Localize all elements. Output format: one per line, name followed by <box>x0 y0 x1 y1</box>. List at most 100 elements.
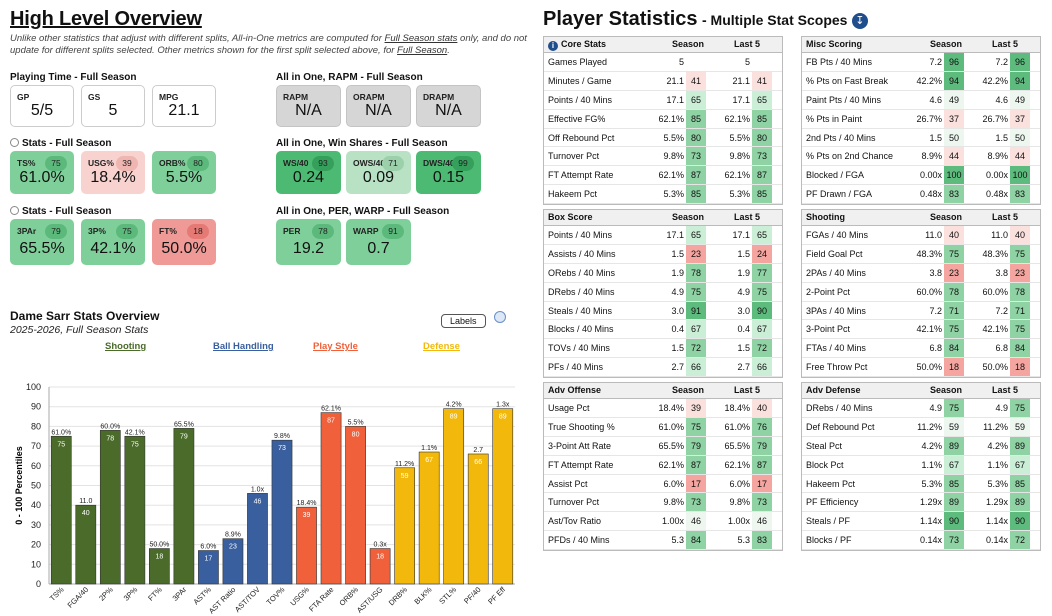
stat-card-warp: WARP 91 0.7 <box>346 219 411 265</box>
row-label: 3-Point Att Rate <box>548 440 612 451</box>
x-tick-label: TS% <box>48 585 66 603</box>
bar-value-label: 23 <box>229 544 237 551</box>
row-label: FGAs / 40 Mins <box>806 230 869 240</box>
y-tick-label: 100 <box>26 382 41 392</box>
last5-percentile: 76 <box>752 417 772 436</box>
table-row: Points / 40 Mins 17.1 65 17.1 65 <box>544 226 782 245</box>
season-percentile: 90 <box>944 512 964 531</box>
legend-play-style[interactable]: Play Style <box>313 341 358 352</box>
bar-pf-eff <box>492 408 514 585</box>
card-value: N/A <box>365 102 392 119</box>
chart-subtitle: 2025-2026, Full Season Stats <box>10 324 149 336</box>
card-label: DRAPM <box>423 92 455 102</box>
percentile-badge: 39 <box>116 156 138 171</box>
table-header: Box Score Season Last 5 <box>544 210 782 226</box>
row-label: Paint Pts / 40 Mins <box>806 94 882 105</box>
last5-percentile: 40 <box>1010 226 1030 244</box>
bar-tov- <box>271 439 293 585</box>
bar-value-label: 18 <box>155 554 163 561</box>
download-icon[interactable]: ↧ <box>851 13 868 29</box>
last5-value: 2.7 <box>737 362 750 373</box>
labels-toggle-circle[interactable] <box>494 311 506 323</box>
x-tick-label: STL% <box>437 585 458 606</box>
card-value: 5 <box>108 102 118 119</box>
y-tick-label: 20 <box>31 540 41 550</box>
season-percentile: 78 <box>944 282 964 301</box>
bar-value-label: 79 <box>180 433 188 440</box>
stat-card-ows-40: OWS/40 71 0.09 <box>346 151 411 194</box>
last5-percentile: 66 <box>752 358 772 377</box>
bar-raw-label: 2.7 <box>473 447 483 454</box>
legend-defense[interactable]: Defense <box>423 341 460 352</box>
card-value: 0.09 <box>362 169 395 186</box>
note-link-full-season-stats[interactable]: Full Season stats <box>384 33 458 44</box>
last5-percentile: 17 <box>752 474 772 493</box>
season-percentile: 65 <box>686 226 706 244</box>
legend-shooting[interactable]: Shooting <box>105 341 147 352</box>
stat-card-3p-: 3P% 75 42.1% <box>81 219 145 265</box>
last5-value: 1.5 <box>737 248 750 259</box>
x-tick-label: FTA Rate <box>307 585 335 613</box>
radio-icon[interactable] <box>10 138 19 147</box>
last5-percentile: 65 <box>752 90 772 109</box>
last5-percentile: 83 <box>1010 185 1030 204</box>
table-row: Steals / 40 Mins 3.0 91 3.0 90 <box>544 301 782 321</box>
season-percentile: 66 <box>686 358 706 377</box>
season-value: 8.9% <box>921 151 942 162</box>
card-label: WS/40 <box>283 158 309 168</box>
last5-percentile: 89 <box>1010 493 1030 512</box>
card-label: ORB% <box>159 158 186 168</box>
season-value: 21.1 <box>666 75 684 86</box>
row-label: PFs / 40 Mins <box>548 362 604 373</box>
season-value: 1.00x <box>661 516 684 527</box>
row-label: Blocked / FGA <box>806 170 865 181</box>
card-value: 21.1 <box>168 102 200 119</box>
last5-percentile: 100 <box>1010 166 1030 185</box>
labels-button[interactable]: Labels <box>441 314 486 328</box>
section-label-text: Stats - Full Season <box>22 206 112 217</box>
percentile-badge: 78 <box>312 224 334 239</box>
season-percentile: 75 <box>686 417 706 436</box>
table-core-stats: i Core Stats Season Last 5 Games Played 5 5 Min… <box>543 36 783 206</box>
last5-value: 62.1% <box>724 459 750 470</box>
last5-percentile: 73 <box>752 493 772 512</box>
season-value: 4.9 <box>671 286 684 297</box>
bar-ft- <box>149 548 170 585</box>
card-label: DWS/40 <box>423 158 455 168</box>
last5-value: 0.14x <box>985 535 1008 546</box>
card-value: N/A <box>435 102 462 119</box>
radio-icon[interactable] <box>10 206 19 215</box>
table-title-text: Misc Scoring <box>806 39 863 49</box>
season-percentile: 80 <box>686 128 706 147</box>
note-link-full-season[interactable]: Full Season <box>397 44 448 56</box>
bar-raw-label: 61.0% <box>51 429 71 436</box>
percentile-badge: 18 <box>187 224 209 239</box>
row-label: 3-Point Pct <box>806 324 851 335</box>
last5-percentile: 24 <box>752 244 772 263</box>
x-tick-label: FGA/40 <box>66 585 91 610</box>
last5-percentile: 87 <box>752 455 772 474</box>
table-row: Field Goal Pct 48.3% 75 48.3% 75 <box>802 244 1040 264</box>
bar-raw-label: 18.4% <box>297 500 317 507</box>
y-tick-label: 80 <box>31 421 41 431</box>
row-label: True Shooting % <box>548 421 615 432</box>
table-title-text: Adv Offense <box>548 385 602 395</box>
info-icon[interactable]: i <box>548 41 558 51</box>
table-row: Turnover Pct 9.8% 73 9.8% 73 <box>544 147 782 167</box>
bar-fta-rate <box>320 412 342 585</box>
labels-toggle[interactable]: Labels <box>441 311 486 329</box>
row-label: DRebs / 40 Mins <box>548 286 615 297</box>
stat-card-dws-40: DWS/40 99 0.15 <box>416 151 481 194</box>
card-value: 65.5% <box>19 240 65 257</box>
last5-value: 1.5 <box>737 343 750 354</box>
col-last5: Last 5 <box>734 39 761 49</box>
x-tick-label: PF Eff <box>486 584 508 606</box>
season-percentile: 65 <box>686 90 706 109</box>
col-season: Season <box>672 385 705 395</box>
table-row: Steals / PF 1.14x 90 1.14x 90 <box>802 512 1040 532</box>
season-percentile: 73 <box>944 531 964 550</box>
table-title: Shooting <box>806 210 845 225</box>
legend-ball-handling[interactable]: Ball Handling <box>213 341 274 352</box>
last5-percentile: 49 <box>1010 90 1030 109</box>
perwarp-section-label: All in One, PER, WARP - Full Season <box>276 206 449 217</box>
